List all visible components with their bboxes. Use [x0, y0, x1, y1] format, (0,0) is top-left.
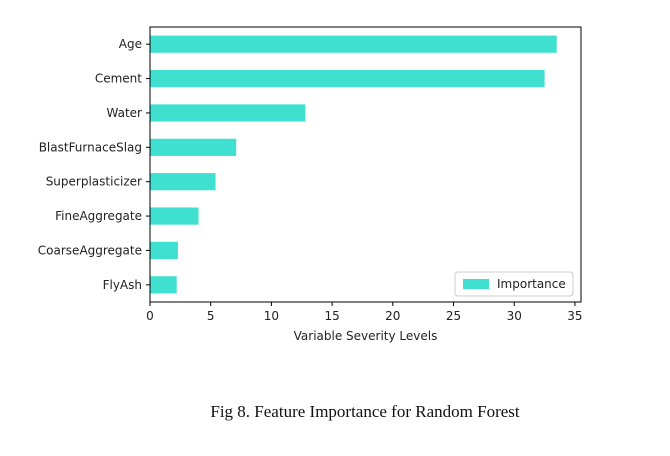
- bar-coarseaggregate: [150, 241, 178, 260]
- bars-group: [150, 35, 557, 294]
- bar-cement: [150, 69, 545, 88]
- plot-frame: [149, 26, 582, 303]
- bar-age: [150, 35, 557, 53]
- bar-water: [150, 104, 306, 122]
- figure-caption: Fig 8. Feature Importance for Random For…: [210, 402, 520, 421]
- y-tick-label: FineAggregate: [55, 209, 142, 223]
- x-axis-ticks: 0 5 10 15 20 25 30 35: [146, 302, 583, 323]
- x-tick-label: 20: [385, 309, 400, 323]
- y-tick-label: CoarseAggregate: [38, 243, 142, 257]
- x-tick-label: 5: [207, 309, 215, 323]
- x-tick-label: 0: [146, 309, 154, 323]
- x-tick-label: 15: [324, 309, 339, 323]
- legend-box: [454, 271, 574, 297]
- bar-fineaggregate: [150, 207, 199, 225]
- bar-superplasticizer: [150, 173, 216, 191]
- y-tick-label: Cement: [95, 72, 142, 86]
- x-axis-label: Variable Severity Levels: [294, 329, 438, 343]
- x-tick-label: 35: [567, 309, 582, 323]
- y-tick-label: Age: [119, 37, 142, 51]
- x-tick-label: 25: [446, 309, 461, 323]
- x-tick-label: 30: [507, 309, 522, 323]
- y-tick-label: Water: [107, 106, 143, 120]
- y-tick-label: BlastFurnaceSlag: [39, 140, 142, 154]
- bar-flyash: [150, 276, 177, 294]
- legend: Importance: [454, 271, 574, 297]
- legend-swatch: [463, 279, 489, 289]
- x-tick-label: 10: [264, 309, 279, 323]
- feature-importance-chart: Age Cement Water BlastFurnaceSlag Superplast…: [38, 26, 583, 343]
- y-tick-label: Superplasticizer: [46, 175, 142, 189]
- bar-blastfurnaceslag: [150, 138, 237, 156]
- y-axis-ticks: Age Cement Water BlastFurnaceSlag Superplast…: [38, 37, 150, 292]
- y-tick-label: FlyAsh: [103, 278, 142, 292]
- legend-label: Importance: [497, 277, 566, 291]
